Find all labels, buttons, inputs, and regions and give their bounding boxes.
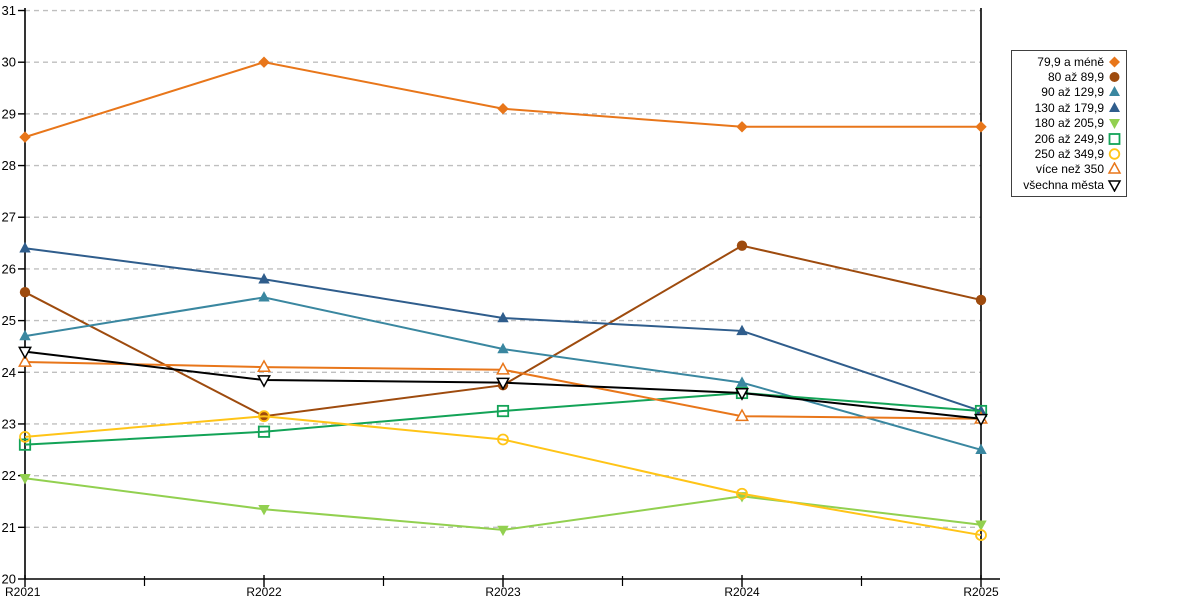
legend-label: více než 350	[1035, 162, 1104, 177]
data-point-7-R2023	[496, 361, 510, 375]
legend-marker-icon	[1109, 119, 1120, 130]
data-point-0-R2023	[497, 103, 509, 115]
legend-item-7: více než 350	[1020, 162, 1122, 177]
data-point-5-R2023	[496, 404, 510, 418]
series-80 až 89,9	[19, 240, 987, 422]
x-tick-label-R2023: R2023	[485, 585, 521, 599]
data-point-3-R2024	[736, 324, 748, 336]
y-tick-label-31: 31	[2, 3, 16, 18]
y-tick-label-21: 21	[2, 520, 16, 535]
legend-item-4: 180 až 205,9	[1020, 116, 1122, 131]
data-point-4-R2023	[497, 525, 509, 537]
series-line-5	[24, 391, 982, 446]
data-point-5-R2022	[257, 425, 271, 438]
data-point-0-R2021	[19, 131, 31, 143]
legend-marker-icon	[1107, 180, 1122, 192]
data-point-1-R2024	[736, 240, 748, 251]
data-point-0-R2022	[258, 56, 270, 68]
series-line-1	[24, 244, 982, 418]
legend-label: 250 až 349,9	[1034, 147, 1104, 162]
data-point-7-R2024	[735, 408, 749, 422]
legend-label: 130 až 179,9	[1034, 100, 1104, 115]
data-point-4-R2025	[975, 520, 987, 531]
data-point-2-R2021	[19, 329, 31, 341]
legend-item-0: 79,9 a méně	[1020, 54, 1122, 69]
data-point-0-R2025	[975, 121, 987, 133]
data-point-1-R2021	[19, 286, 31, 298]
legend-item-8: všechna města	[1020, 177, 1122, 192]
series-line-6	[24, 415, 982, 537]
legend-label: 180 až 205,9	[1034, 116, 1104, 131]
y-tick-label-23: 23	[2, 416, 16, 431]
legend-marker-icon	[1109, 56, 1120, 68]
data-point-8-R2025	[974, 413, 988, 427]
legend-item-5: 206 až 249,9	[1020, 131, 1122, 146]
y-tick-label-22: 22	[2, 468, 16, 483]
legend-label: 79,9 a méně	[1037, 54, 1104, 69]
y-tick-label-25: 25	[2, 313, 16, 328]
data-point-6-R2022	[258, 410, 270, 423]
data-point-8-R2021	[18, 346, 32, 360]
data-point-1-R2025	[975, 294, 987, 306]
x-tick-label-R2021: R2021	[5, 585, 41, 599]
series-line-0	[24, 61, 981, 139]
legend-item-1: 80 až 89,9	[1020, 69, 1122, 84]
legend-marker-icon	[1109, 86, 1120, 97]
data-point-4-R2021	[19, 474, 31, 485]
x-tick-label-R2025: R2025	[963, 585, 999, 599]
data-point-8-R2022	[257, 375, 271, 388]
legend-label: všechna města	[1023, 177, 1104, 192]
data-point-3-R2022	[258, 273, 270, 284]
data-point-2-R2024	[736, 376, 748, 387]
series-79,9 a méně	[19, 56, 987, 143]
y-tick-label-28: 28	[2, 158, 16, 173]
series-206 až 249,9	[18, 386, 988, 451]
data-point-8-R2023	[496, 377, 510, 391]
legend-label: 80 až 89,9	[1047, 70, 1104, 85]
legend-item-2: 90 až 129,9	[1020, 85, 1122, 100]
data-point-0-R2024	[736, 121, 748, 133]
series-všechna města	[18, 346, 988, 427]
series-250 až 349,9	[19, 410, 987, 541]
data-point-7-R2022	[257, 359, 271, 373]
legend-item-6: 250 až 349,9	[1020, 146, 1122, 161]
x-tick-label-R2022: R2022	[246, 585, 282, 599]
data-point-8-R2024	[735, 388, 749, 401]
legend-marker-icon	[1109, 101, 1120, 112]
legend-marker-icon	[1109, 72, 1120, 83]
data-point-2-R2022	[258, 291, 270, 302]
legend-label: 90 až 129,9	[1041, 85, 1104, 100]
legend-label: 206 až 249,9	[1034, 131, 1104, 146]
legend-item-3: 130 až 179,9	[1020, 100, 1122, 115]
y-tick-label-30: 30	[2, 55, 16, 70]
y-tick-label-29: 29	[2, 106, 16, 121]
data-point-5-R2021	[18, 438, 32, 451]
data-point-6-R2023	[497, 433, 509, 446]
data-point-6-R2021	[19, 430, 31, 443]
data-point-4-R2022	[258, 505, 270, 516]
data-point-2-R2023	[497, 342, 509, 354]
legend: 79,9 a méně 80 až 89,9 90 až 129,9 130 až 1…	[1011, 50, 1127, 197]
data-point-2-R2025	[975, 443, 987, 454]
data-point-3-R2021	[19, 242, 31, 253]
y-tick-label-20: 20	[2, 572, 16, 587]
y-tick-label-27: 27	[2, 210, 16, 225]
y-tick-label-26: 26	[2, 261, 16, 276]
series-180 až 205,9	[19, 474, 987, 537]
series-90 až 129,9	[19, 291, 987, 454]
y-tick-label-24: 24	[2, 365, 16, 380]
data-point-3-R2023	[497, 311, 509, 323]
x-tick-label-R2024: R2024	[724, 585, 760, 599]
series-line-4	[24, 477, 982, 531]
legend-marker-icon	[1108, 148, 1121, 160]
data-point-7-R2021	[18, 354, 32, 367]
data-point-6-R2024	[736, 487, 748, 500]
legend-marker-icon	[1108, 132, 1121, 145]
legend-marker-icon	[1107, 162, 1122, 175]
data-point-6-R2025	[975, 529, 987, 541]
